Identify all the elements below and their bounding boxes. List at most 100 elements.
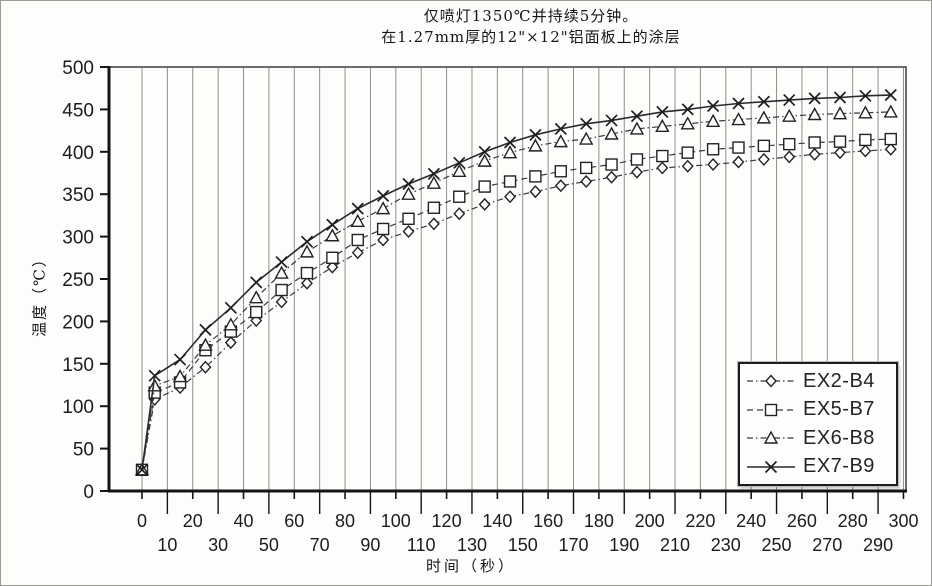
triangle-marker-icon xyxy=(655,118,670,133)
x-marker-icon xyxy=(453,156,466,169)
triangle-marker-icon xyxy=(782,108,797,122)
diamond-marker-icon xyxy=(859,144,872,158)
diamond-marker-icon xyxy=(199,360,212,374)
diamond-marker-icon xyxy=(783,150,796,164)
square-marker-icon xyxy=(732,141,745,154)
triangle-marker-icon xyxy=(375,201,391,215)
square-marker-icon xyxy=(783,137,796,151)
triangle-marker-icon xyxy=(147,378,162,392)
diamond-marker-icon xyxy=(453,207,466,221)
square-marker-icon xyxy=(427,201,441,214)
legend-item-ex7-b9: EX7-B9 xyxy=(746,453,890,480)
x-tick-label-row1: 200 xyxy=(635,511,665,531)
square-marker-icon xyxy=(275,283,288,297)
x-marker-icon xyxy=(275,255,288,269)
diamond-marker-icon xyxy=(765,374,777,388)
diamond-marker-icon xyxy=(377,233,390,247)
x-marker-icon xyxy=(478,145,491,158)
square-marker-icon xyxy=(351,233,364,247)
x-tick-label-row1: 100 xyxy=(381,511,411,531)
x-tick-label-row1: 300 xyxy=(888,511,918,531)
x-tick-label-row1: 60 xyxy=(284,511,304,531)
triangle-marker-icon xyxy=(858,105,873,119)
x-marker-icon xyxy=(706,99,720,113)
x-marker-icon xyxy=(554,122,567,136)
y-tick-label: 450 xyxy=(62,100,94,121)
x-tick-label-row2: 150 xyxy=(508,535,538,555)
x-tick-label-row2: 130 xyxy=(457,535,487,555)
square-marker-icon xyxy=(757,139,771,153)
x-marker-icon xyxy=(402,177,415,191)
square-marker-icon xyxy=(605,158,618,171)
x-tick-label-row1: 220 xyxy=(685,511,715,531)
square-marker-icon xyxy=(453,190,466,203)
triangle-marker-icon xyxy=(832,106,848,120)
x-marker-icon xyxy=(783,93,796,107)
square-marker-icon xyxy=(630,153,644,166)
series-ex7-b9 xyxy=(135,88,897,476)
diamond-marker-icon xyxy=(275,295,288,309)
x-marker-icon xyxy=(580,117,593,130)
diamond-marker-icon xyxy=(301,276,313,290)
diamond-marker-icon xyxy=(656,161,669,175)
diamond-marker-icon xyxy=(808,147,821,161)
triangle-marker-icon xyxy=(325,228,340,242)
series-ex2-b4 xyxy=(136,142,897,477)
square-marker-icon xyxy=(808,136,821,149)
x-marker-icon xyxy=(732,97,745,110)
x-tick-label-row1: 40 xyxy=(234,511,254,531)
x-marker-icon xyxy=(757,95,770,108)
x-marker-icon xyxy=(250,276,263,289)
square-marker-icon xyxy=(529,170,542,183)
legend-item-ex2-b4: EX2-B4 xyxy=(746,368,890,395)
y-tick-label: 100 xyxy=(62,397,94,418)
triangle-marker-icon xyxy=(807,107,822,121)
square-marker-icon xyxy=(884,132,897,146)
triangle-marker-icon xyxy=(426,175,442,189)
x-tick-label-row2: 110 xyxy=(407,535,436,555)
legend-sample-ex2-b4 xyxy=(747,374,795,388)
diamond-marker-icon xyxy=(326,260,339,274)
diamond-marker-icon xyxy=(834,146,846,160)
x-marker-icon xyxy=(503,136,517,149)
diamond-marker-icon xyxy=(580,174,593,189)
diamond-marker-icon xyxy=(504,190,516,204)
x-tick-label-row2: 210 xyxy=(660,535,690,555)
diamond-marker-icon xyxy=(707,157,720,172)
legend-label-ex6-b8: EX6-B8 xyxy=(803,426,875,449)
x-tick-label-row2: 90 xyxy=(360,535,380,555)
triangle-marker-icon xyxy=(731,112,746,126)
x-tick-label-row2: 190 xyxy=(609,535,639,555)
x-tick-label-row1: 80 xyxy=(335,511,355,531)
x-marker-icon xyxy=(605,114,618,127)
x-marker-icon xyxy=(199,323,212,336)
x-marker-icon xyxy=(884,88,897,102)
legend-sample-ex6-b8 xyxy=(747,430,795,444)
x-tick-label-row1: 240 xyxy=(736,511,766,531)
y-tick-label: 350 xyxy=(62,185,94,206)
diamond-marker-icon xyxy=(351,246,364,260)
triangle-marker-icon xyxy=(249,290,264,304)
chart-title-line2: 在1.27mm厚的12"×12"铝面板上的涂层 xyxy=(381,28,681,46)
diamond-marker-icon xyxy=(681,159,694,173)
triangle-marker-icon xyxy=(477,153,492,167)
y-tick-label: 250 xyxy=(62,270,94,291)
x-marker-icon xyxy=(630,110,644,123)
diamond-marker-icon xyxy=(757,152,770,166)
x-tick-label-row2: 270 xyxy=(812,535,842,555)
x-tick-label-row1: 120 xyxy=(432,511,462,531)
square-marker-icon xyxy=(376,222,390,236)
x-tick-label-row1: 180 xyxy=(584,511,614,531)
x-tick-label-row2: 230 xyxy=(711,535,741,555)
triangle-marker-icon xyxy=(172,369,188,383)
x-marker-icon xyxy=(351,202,364,215)
x-tick-label-row1: 140 xyxy=(482,511,512,531)
triangle-marker-icon xyxy=(452,163,467,178)
x-tick-label-row1: 20 xyxy=(183,511,203,531)
diamond-marker-icon xyxy=(884,142,897,156)
square-marker-icon xyxy=(250,305,263,319)
square-marker-icon xyxy=(764,403,778,416)
y-tick-label: 200 xyxy=(62,312,94,333)
